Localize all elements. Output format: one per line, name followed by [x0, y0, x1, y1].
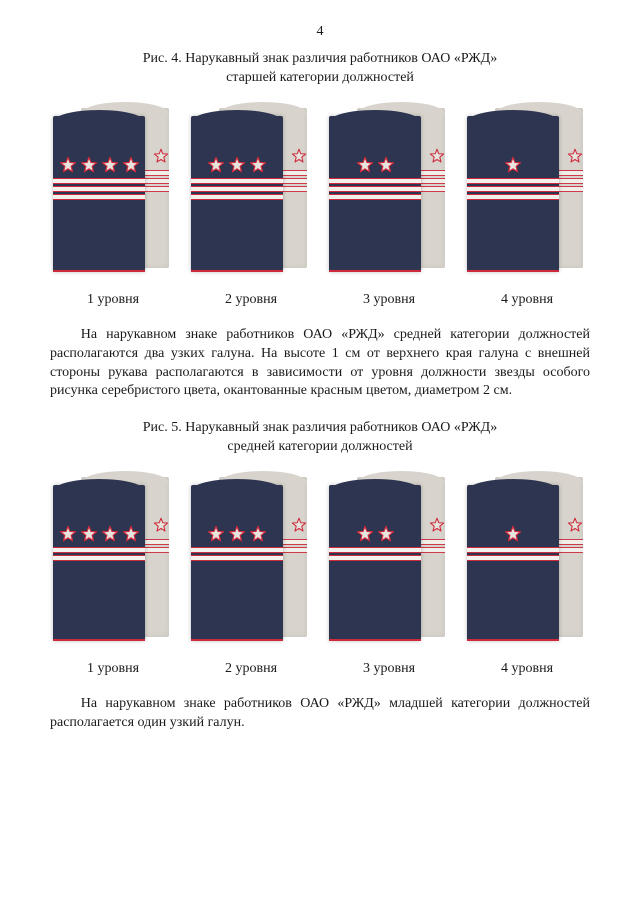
- sleeve-front: [467, 485, 559, 641]
- star-icon: [80, 156, 98, 174]
- galun-stripe: [53, 178, 145, 184]
- sleeve-patch: [329, 104, 449, 274]
- star-icon: [153, 517, 169, 533]
- star-icon: [122, 525, 140, 543]
- fig5-caption: Рис. 5. Нарукавный знак различия работни…: [50, 419, 590, 457]
- level-label: 3 уровня: [326, 292, 452, 308]
- stars-row: [191, 525, 283, 543]
- galun-stripe: [191, 194, 283, 200]
- star-icon: [207, 156, 225, 174]
- stars-row: [53, 156, 145, 174]
- fig5-row: [50, 473, 590, 643]
- star-icon: [291, 148, 307, 164]
- stars-row: [53, 525, 145, 543]
- galun-stripe: [191, 547, 283, 553]
- star-icon: [504, 525, 522, 543]
- star-icon: [504, 156, 522, 174]
- fig4-caption: Рис. 4. Нарукавный знак различия работни…: [50, 50, 590, 88]
- sleeve-front: [329, 116, 421, 272]
- star-icon: [59, 156, 77, 174]
- star-icon: [80, 525, 98, 543]
- fig4-labels: 1 уровня 2 уровня 3 уровня 4 уровня: [50, 282, 590, 308]
- fig4-row: [50, 104, 590, 274]
- star-icon: [567, 148, 583, 164]
- paragraph-2: На нарукавном знаке работников ОАО «РЖД»…: [50, 695, 590, 733]
- star-icon: [101, 156, 119, 174]
- star-icon: [356, 525, 374, 543]
- galun-stripe: [191, 555, 283, 561]
- galun-stripe: [329, 186, 421, 192]
- fig5-labels: 1 уровня 2 уровня 3 уровня 4 уровня: [50, 651, 590, 677]
- galun-stripe: [191, 186, 283, 192]
- level-label: 1 уровня: [50, 292, 176, 308]
- star-icon: [207, 525, 225, 543]
- star-icon: [249, 156, 267, 174]
- galun-stripe: [467, 547, 559, 553]
- galun-stripe: [467, 194, 559, 200]
- galun-stripe: [467, 186, 559, 192]
- galun-stripe: [53, 194, 145, 200]
- galun-stripe: [53, 555, 145, 561]
- galun-stripe: [191, 178, 283, 184]
- star-icon: [377, 156, 395, 174]
- page-number: 4: [50, 24, 590, 40]
- stars-row: [191, 156, 283, 174]
- star-icon: [356, 156, 374, 174]
- star-icon: [567, 517, 583, 533]
- level-label: 4 уровня: [464, 661, 590, 677]
- star-icon: [101, 525, 119, 543]
- stars-row: [467, 525, 559, 543]
- star-icon: [59, 525, 77, 543]
- galun-stripe: [329, 194, 421, 200]
- level-label: 2 уровня: [188, 292, 314, 308]
- fig5-caption-line1: Рис. 5. Нарукавный знак различия работни…: [143, 420, 497, 435]
- galun-stripe: [53, 186, 145, 192]
- sleeve-patch: [191, 104, 311, 274]
- star-icon: [153, 148, 169, 164]
- galun-stripe: [467, 178, 559, 184]
- galun-stripe: [329, 178, 421, 184]
- sleeve-patch: [329, 473, 449, 643]
- star-icon: [291, 517, 307, 533]
- stars-row: [329, 525, 421, 543]
- stars-row: [467, 156, 559, 174]
- sleeve-front: [53, 485, 145, 641]
- star-icon: [377, 525, 395, 543]
- sleeve-patch: [467, 473, 587, 643]
- level-label: 1 уровня: [50, 661, 176, 677]
- level-label: 3 уровня: [326, 661, 452, 677]
- sleeve-front: [53, 116, 145, 272]
- star-icon: [429, 517, 445, 533]
- sleeve-patch: [53, 104, 173, 274]
- star-icon: [228, 156, 246, 174]
- galun-stripe: [329, 555, 421, 561]
- star-icon: [429, 148, 445, 164]
- sleeve-patch: [467, 104, 587, 274]
- sleeve-front: [191, 485, 283, 641]
- sleeve-patch: [191, 473, 311, 643]
- level-label: 4 уровня: [464, 292, 590, 308]
- fig4-caption-line1: Рис. 4. Нарукавный знак различия работни…: [143, 51, 497, 66]
- star-icon: [228, 525, 246, 543]
- star-icon: [249, 525, 267, 543]
- galun-stripe: [53, 547, 145, 553]
- galun-stripe: [467, 555, 559, 561]
- sleeve-patch: [53, 473, 173, 643]
- paragraph-1: На нарукавном знаке работников ОАО «РЖД»…: [50, 326, 590, 402]
- level-label: 2 уровня: [188, 661, 314, 677]
- sleeve-front: [329, 485, 421, 641]
- sleeve-front: [191, 116, 283, 272]
- sleeve-front: [467, 116, 559, 272]
- fig4-caption-line2: старшей категории должностей: [226, 70, 414, 85]
- fig5-caption-line2: средней категории должностей: [227, 439, 412, 454]
- galun-stripe: [329, 547, 421, 553]
- stars-row: [329, 156, 421, 174]
- star-icon: [122, 156, 140, 174]
